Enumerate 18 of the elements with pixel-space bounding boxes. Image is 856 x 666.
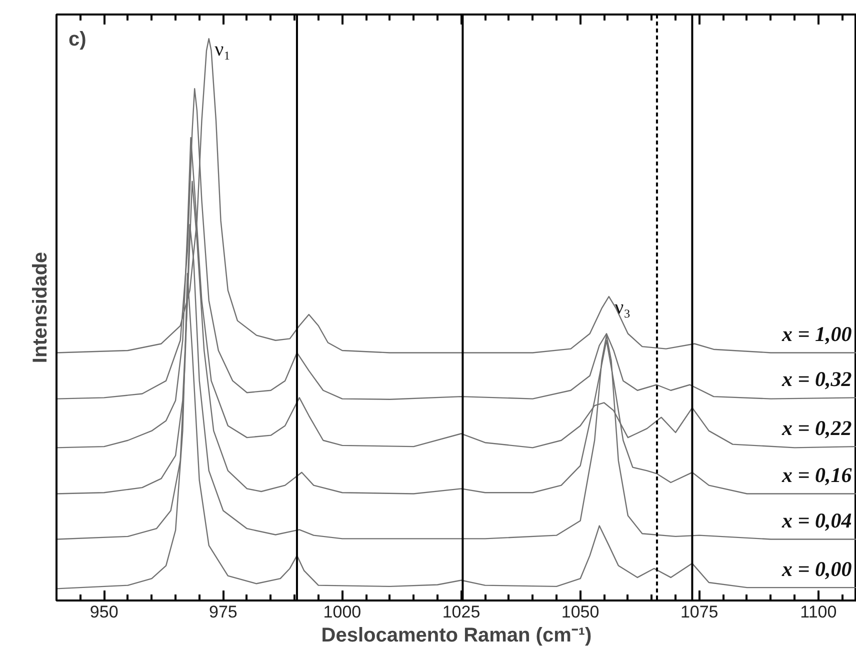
x-tick-label: 1025 [442,602,480,622]
series-label: x = 0,16 [781,463,852,488]
x-tick-label: 1100 [800,602,837,622]
series-label: x = 0,32 [781,366,852,391]
annotation: ν₁ [214,38,231,61]
x-tick-label: 975 [208,602,238,622]
x-tick-label: 1000 [323,602,362,622]
y-axis-title: Intensidade [30,252,52,364]
x-axis-title: Deslocamento Raman (cm⁻¹) [321,624,592,646]
x-tick-label: 1050 [561,602,600,622]
series-label: x = 0,00 [781,556,852,581]
series-label: x = 1,00 [781,322,852,346]
x-tick-label: 950 [90,602,118,622]
series-label: x = 0,22 [781,416,852,440]
annotation: ν₃ [614,296,631,319]
series-label: x = 0,04 [781,508,852,533]
annotation: c) [68,28,86,50]
x-tick-label: 1075 [680,602,718,622]
